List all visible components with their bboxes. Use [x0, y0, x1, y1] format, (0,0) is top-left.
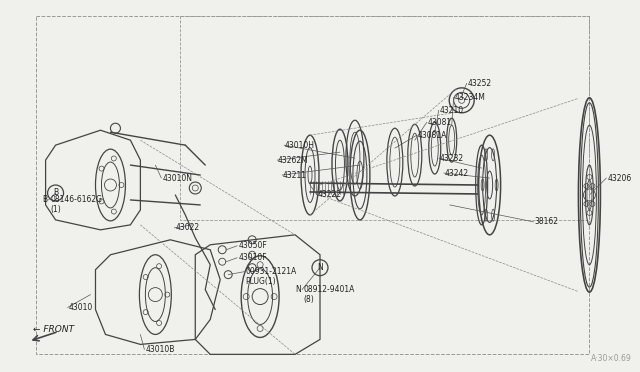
Text: ← FRONT: ← FRONT [33, 325, 74, 334]
Text: 43206: 43206 [607, 173, 632, 183]
Text: 43010F: 43010F [238, 253, 267, 262]
Text: B: B [53, 189, 58, 198]
Text: 43081A: 43081A [418, 131, 447, 140]
Text: 43232: 43232 [440, 154, 464, 163]
Text: 43252: 43252 [468, 79, 492, 88]
Bar [180, 16, 589, 220]
Text: (1): (1) [51, 205, 61, 214]
Text: 00931-2121A: 00931-2121A [245, 267, 296, 276]
Text: PLUG(1): PLUG(1) [245, 277, 276, 286]
Text: N: N [295, 285, 301, 294]
Text: B: B [43, 195, 48, 205]
Text: 43010: 43010 [68, 303, 93, 312]
Text: 43050F: 43050F [238, 241, 267, 250]
Text: 08146-6162G: 08146-6162G [51, 195, 102, 205]
Text: 43010H: 43010H [285, 141, 315, 150]
Text: 43022: 43022 [175, 223, 200, 232]
Text: (8): (8) [303, 295, 314, 304]
Text: 43210: 43210 [440, 106, 464, 115]
Text: 08912-9401A: 08912-9401A [303, 285, 355, 294]
Text: 43234M: 43234M [454, 93, 486, 102]
Text: 43242: 43242 [445, 169, 469, 177]
Text: A·30×0.69: A·30×0.69 [591, 355, 631, 363]
Text: 43081: 43081 [428, 118, 452, 127]
Text: 43010N: 43010N [163, 173, 193, 183]
Text: 43262M: 43262M [278, 155, 309, 164]
Text: N: N [317, 263, 323, 272]
Text: 43010B: 43010B [145, 345, 175, 354]
Text: 43222: 43222 [318, 190, 342, 199]
Text: 43211: 43211 [283, 170, 307, 180]
Text: 38162: 38162 [534, 217, 559, 227]
Bar [36, 16, 589, 355]
